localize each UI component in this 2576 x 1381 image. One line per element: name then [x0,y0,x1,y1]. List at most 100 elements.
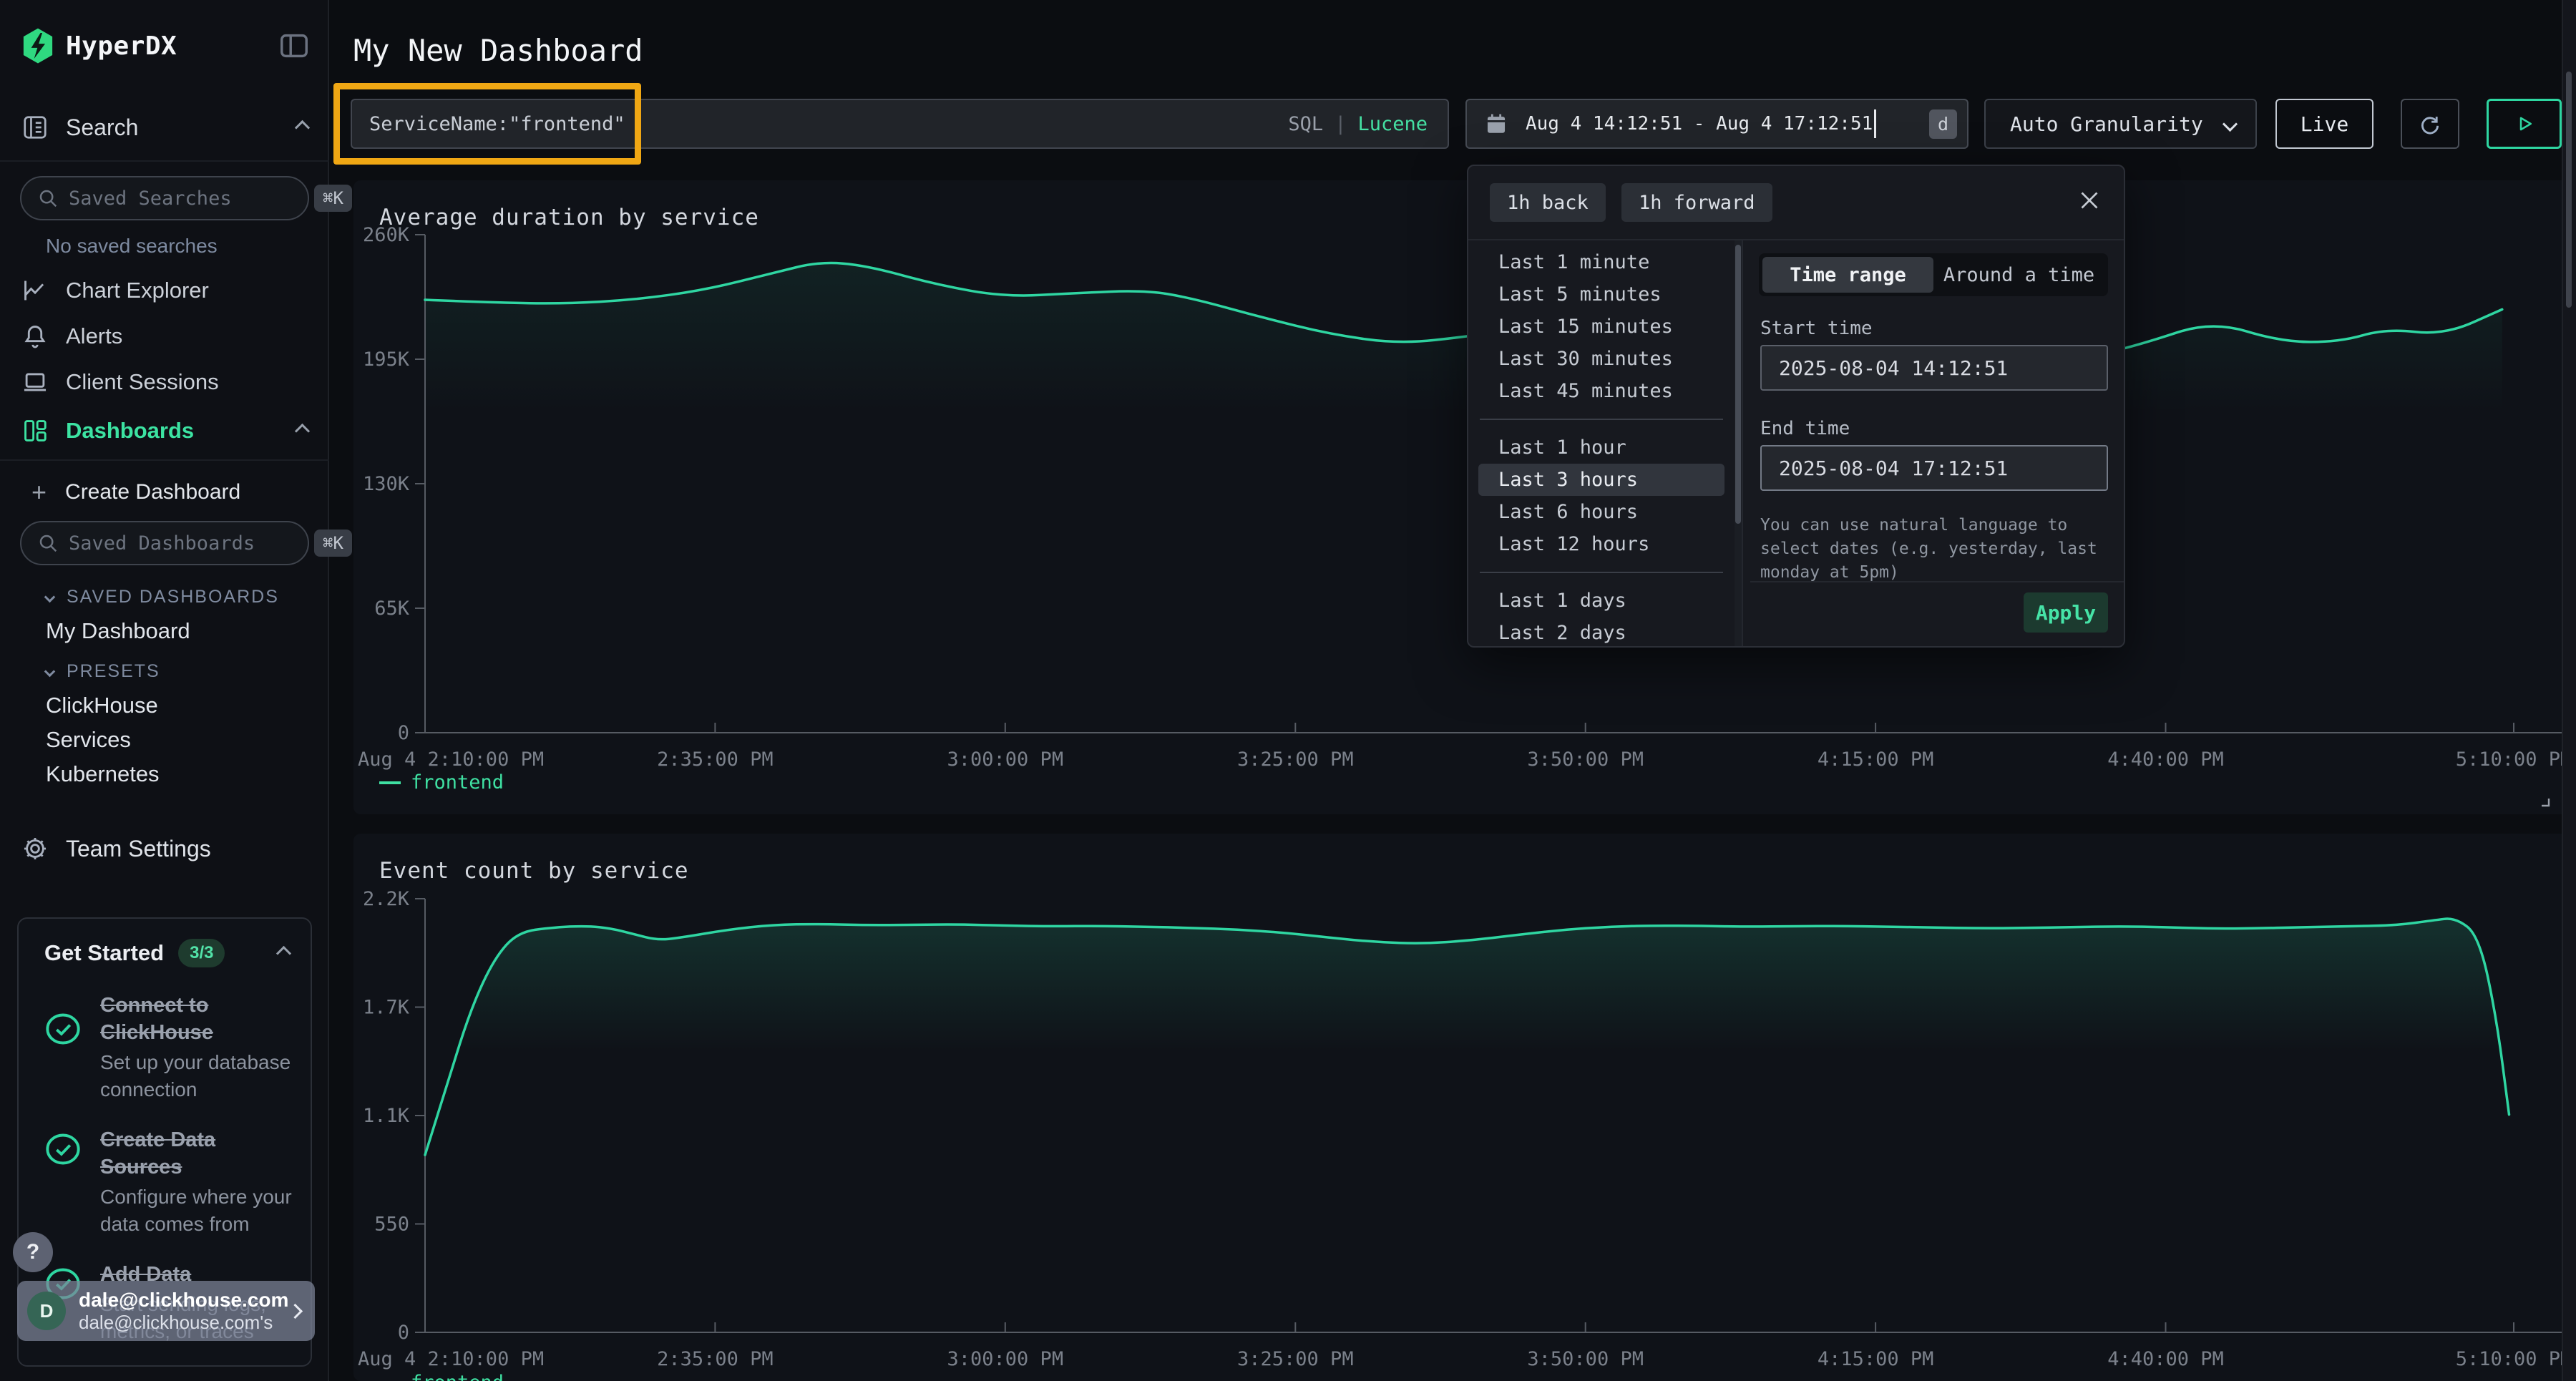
dashboard-filter-input[interactable] [352,113,1288,135]
granularity-select[interactable]: Auto Granularity [1984,99,2257,149]
sidebar-item-my-dashboard[interactable]: My Dashboard [46,618,190,644]
play-icon [2514,113,2535,135]
svg-text:1.1K: 1.1K [363,1105,410,1127]
no-saved-searches-note: No saved searches [46,235,218,258]
tab-around-a-time[interactable]: Around a time [1933,257,2104,293]
time-option[interactable]: Last 1 days [1478,585,1724,617]
hyperdx-logo-icon [21,27,54,64]
saved-searches-search[interactable]: ⌘K [20,176,309,220]
svg-text:260K: 260K [363,224,410,246]
sidebar-item-chart-explorer[interactable]: Chart Explorer [0,270,329,311]
live-button[interactable]: Live [2275,99,2373,149]
check-circle-icon [44,1010,82,1045]
svg-text:3:50:00 PM: 3:50:00 PM [1527,748,1644,771]
user-menu[interactable]: D dale@clickhouse.com dale@clickhouse.co… [17,1281,315,1341]
end-time-input[interactable] [1760,445,2108,491]
get-started-step[interactable]: Create Data Sources Configure where your… [19,1115,311,1249]
shift-forward-button[interactable]: 1h forward [1621,183,1772,222]
search-icon [37,187,59,209]
line-chart[interactable]: 05501.1K1.7K2.2KAug 4 2:10:00 PM2:35:00 … [353,834,2569,1381]
page-title: My New Dashboard [353,33,643,68]
chart-legend[interactable]: frontend [379,1372,504,1381]
chevron-up-icon[interactable] [276,945,291,960]
svg-text:1.7K: 1.7K [363,997,410,1019]
apply-button[interactable]: Apply [2024,592,2108,633]
sidebar-item-clickhouse[interactable]: ClickHouse [46,693,158,718]
search-section-icon [21,114,49,141]
get-started-title: Get Started [44,940,164,966]
dashboards-grid-icon [21,417,49,444]
sidebar-item-client-sessions[interactable]: Client Sessions [0,362,329,402]
page-scrollbar-thumb[interactable] [2566,72,2572,308]
line-chart[interactable]: 065K130K195K260KAug 4 2:10:00 PM2:35:00 … [353,180,2569,814]
query-language-toggle: SQL | Lucene [1288,113,1428,135]
sidebar-item-services[interactable]: Services [46,727,131,753]
saved-dashboards-section-header[interactable]: SAVED DASHBOARDS [46,587,279,607]
check-circle-icon [44,1131,82,1165]
time-option[interactable]: Last 6 hours [1478,496,1724,528]
user-email: dale@clickhouse.com [79,1289,290,1312]
step-title: Connect to ClickHouse [100,992,292,1046]
shift-back-button[interactable]: 1h back [1490,183,1606,222]
time-range-picker[interactable]: Aug 4 14:12:51 - Aug 4 17:12:51 d [1465,99,1968,149]
sidebar-item-team-settings[interactable]: Team Settings [0,829,329,869]
time-option[interactable]: Last 1 minute [1478,246,1724,278]
run-query-button[interactable] [2487,99,2562,149]
start-time-input[interactable] [1760,345,2108,391]
close-icon[interactable] [2077,187,2102,213]
saved-searches-input[interactable] [69,187,314,210]
svg-text:130K: 130K [363,473,410,495]
time-option[interactable]: Last 45 minutes [1478,375,1724,407]
scrollbar[interactable] [1735,240,1742,646]
sql-mode-button[interactable]: SQL [1288,113,1323,135]
sidebar-item-search[interactable]: Search [0,107,329,147]
time-option[interactable]: Last 12 hours [1478,528,1724,560]
user-team: dale@clickhouse.com's [79,1312,290,1334]
divider [1750,581,2124,582]
time-option[interactable]: Last 30 minutes [1478,343,1724,375]
svg-text:4:15:00 PM: 4:15:00 PM [1818,748,1934,771]
gear-icon [21,835,49,862]
sidebar: HyperDX Search ⌘K No saved searches Char… [0,0,329,1381]
time-option[interactable]: Last 3 hours [1478,464,1724,496]
app-title: HyperDX [66,31,177,61]
refresh-button[interactable] [2401,99,2459,149]
sidebar-item-dashboards[interactable]: Dashboards [0,411,329,451]
dashboard-filter-box: SQL | Lucene [351,99,1449,149]
chevron-up-icon [295,119,310,135]
chart-explorer-icon [21,277,49,304]
help-button[interactable]: ? [13,1232,53,1272]
saved-dashboards-search[interactable]: ⌘K [20,521,309,565]
chevron-down-icon [44,592,56,603]
resize-handle-icon[interactable] [2537,794,2552,809]
sidebar-item-alerts[interactable]: Alerts [0,316,329,356]
saved-dashboards-input[interactable] [69,532,314,555]
time-option[interactable]: Last 1 hour [1478,431,1724,464]
svg-text:5:10:00 PM: 5:10:00 PM [2456,1348,2569,1370]
time-option[interactable]: Last 15 minutes [1478,311,1724,343]
get-started-progress-badge: 3/3 [178,939,225,967]
chart-legend[interactable]: frontend [379,771,504,794]
legend-swatch [379,781,401,784]
time-picker-tabs: Time range Around a time [1759,253,2108,296]
time-relative-list: Last 1 minuteLast 5 minutesLast 15 minut… [1468,240,1735,646]
time-option[interactable]: Last 2 days [1478,617,1724,646]
tab-time-range[interactable]: Time range [1762,257,1933,293]
create-dashboard-button[interactable]: + Create Dashboard [0,472,329,512]
time-picker-dropdown: 1h back 1h forward Last 1 minuteLast 5 m… [1467,165,2125,648]
search-icon [37,532,59,554]
step-desc: Set up your database connection [100,1049,292,1103]
get-started-step[interactable]: Connect to ClickHouse Set up your databa… [19,980,311,1115]
page-scrollbar[interactable] [2562,0,2576,1381]
avatar: D [27,1292,66,1330]
time-option[interactable]: Last 5 minutes [1478,278,1724,311]
lucene-mode-button[interactable]: Lucene [1357,113,1428,135]
svg-text:2.2K: 2.2K [363,888,410,910]
divider [1480,419,1723,420]
sidebar-collapse-icon[interactable] [278,29,311,62]
scrollbar-thumb[interactable] [1735,245,1741,524]
presets-section-header[interactable]: PRESETS [46,661,160,682]
chevron-down-icon [44,666,56,678]
sidebar-item-kubernetes[interactable]: Kubernetes [46,761,160,787]
divider [0,459,329,461]
